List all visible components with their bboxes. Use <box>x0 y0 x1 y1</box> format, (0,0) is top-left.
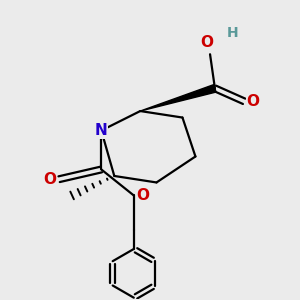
Text: N: N <box>95 123 108 138</box>
Polygon shape <box>140 85 216 111</box>
Text: O: O <box>247 94 260 109</box>
Text: H: H <box>227 26 238 40</box>
Text: O: O <box>136 188 149 203</box>
Text: O: O <box>200 35 213 50</box>
Text: O: O <box>43 172 56 187</box>
